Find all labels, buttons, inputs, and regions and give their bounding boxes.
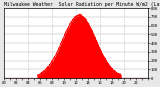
Text: Milwaukee Weather  Solar Radiation per Minute W/m2 (Last 24 Hours): Milwaukee Weather Solar Radiation per Mi… bbox=[4, 2, 160, 7]
